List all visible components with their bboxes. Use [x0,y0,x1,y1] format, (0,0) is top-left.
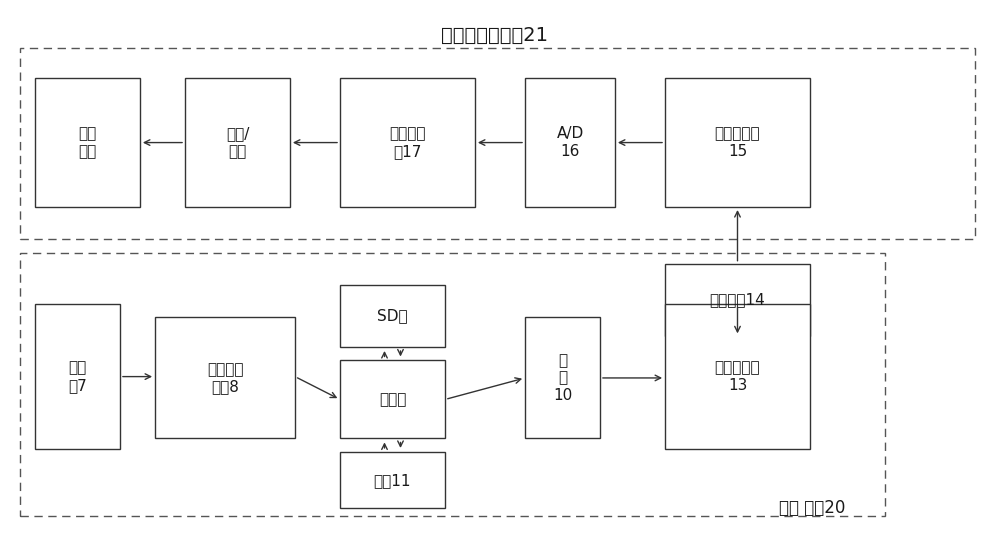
Text: 接收换能器
15: 接收换能器 15 [715,126,760,159]
Text: 功
放
10: 功 放 10 [553,353,572,403]
Bar [340,452,445,508]
Bar [20,253,885,516]
Bar [340,285,445,347]
Bar [35,304,120,449]
Bar [185,78,290,207]
Text: A/D
16: A/D 16 [556,126,584,159]
Bar [665,264,810,336]
Text: 前置放大
妑17: 前置放大 妑17 [389,126,426,159]
Text: 随机共振
系统8: 随机共振 系统8 [207,362,243,394]
Bar [20,48,975,239]
Text: 解调/
解码: 解调/ 解码 [226,126,249,159]
Text: SD卡: SD卡 [377,309,408,323]
Bar [340,360,445,438]
Text: 涡激
振动: 涡激 振动 [78,126,97,159]
Bar [525,317,600,438]
Bar [340,78,475,207]
Bar [525,78,615,207]
Text: 监控与显示中心21: 监控与显示中心21 [442,25,548,45]
Bar [665,304,810,449]
Text: 监测 系统20: 监测 系统20 [779,499,845,518]
Bar [665,78,810,207]
Text: 水声信鍥14: 水声信鍥14 [710,293,765,307]
Bar [155,317,295,438]
Text: 电渊11: 电渊11 [374,473,411,487]
Bar [35,78,140,207]
Text: 传感
器7: 传感 器7 [68,360,87,393]
Text: 发射换能器
13: 发射换能器 13 [715,360,760,393]
Text: 处理器: 处理器 [379,392,406,407]
